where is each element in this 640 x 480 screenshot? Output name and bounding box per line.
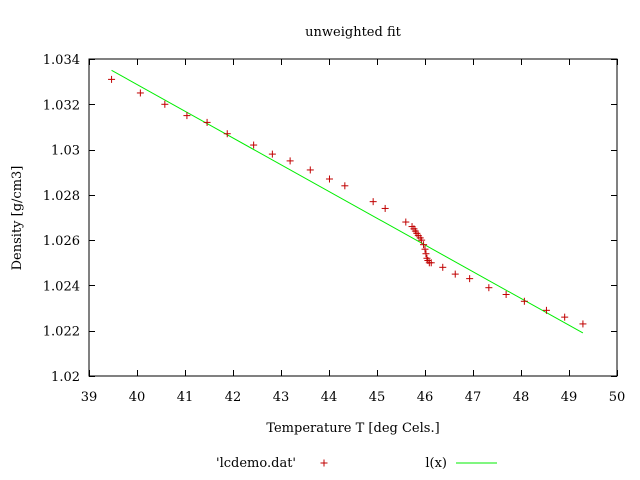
data-point-21 [418, 236, 426, 244]
y-axis-label: Density [g/cm3] [10, 166, 25, 271]
fit-line-series [111, 69, 584, 334]
y-tick-label-5: 1.03 [51, 144, 80, 159]
x-tick-label-11: 50 [609, 390, 626, 405]
data-point-14 [402, 218, 410, 226]
legend-plus-marker [320, 459, 328, 467]
fit-line [111, 69, 584, 334]
data-point-13 [381, 204, 389, 212]
data-point-12 [369, 198, 377, 206]
x-tick-label-9: 48 [513, 390, 530, 405]
x-tick-labels: 39 40 41 42 43 44 45 46 47 48 49 50 [81, 390, 626, 405]
legend-label-fit: l(x) [425, 456, 447, 471]
data-point-3 [183, 112, 191, 120]
x-tick-label-3: 42 [225, 390, 242, 405]
x-tick-label-10: 49 [561, 390, 578, 405]
x-axis-label: Temperature T [deg Cels.] [266, 421, 439, 436]
x-tick-label-4: 43 [273, 390, 290, 405]
data-point-10 [325, 175, 333, 183]
data-point-7 [268, 150, 276, 158]
data-point-31 [466, 275, 474, 283]
x-tick-label-0: 39 [81, 390, 98, 405]
y-tick-label-6: 1.032 [43, 98, 80, 113]
data-point-5 [223, 130, 231, 138]
data-point-37 [579, 320, 587, 328]
data-point-33 [502, 290, 510, 298]
data-point-32 [485, 284, 493, 292]
x-tick-label-1: 40 [129, 390, 146, 405]
y-tick-labels: 1.02 1.022 1.024 1.026 1.028 1.03 1.032 1.034 [43, 53, 80, 385]
data-point-8 [286, 157, 294, 165]
data-point-6 [250, 141, 258, 149]
y-tick-label-2: 1.024 [43, 279, 80, 294]
data-point-22 [420, 241, 428, 249]
data-point-23 [421, 245, 429, 253]
data-point-36 [561, 313, 569, 321]
legend-label-data: 'lcdemo.dat' [216, 456, 296, 471]
data-point-11 [341, 182, 349, 190]
data-points-series [108, 75, 587, 328]
y-tick-label-4: 1.028 [43, 189, 80, 204]
x-tick-label-6: 45 [369, 390, 386, 405]
legend-marker-data [320, 459, 328, 467]
data-point-29 [439, 263, 447, 271]
y-tick-label-0: 1.02 [51, 370, 80, 385]
data-point-9 [306, 166, 314, 174]
data-point-24 [422, 250, 430, 258]
y-tick-label-3: 1.026 [43, 234, 80, 249]
data-point-28 [427, 259, 435, 267]
plot-frame [88, 58, 618, 377]
x-tick-label-8: 47 [465, 390, 482, 405]
data-point-1 [136, 89, 144, 97]
plot-axes [88, 58, 618, 377]
x-tick-label-2: 41 [177, 390, 194, 405]
data-point-4 [203, 118, 211, 126]
data-point-30 [451, 270, 459, 278]
legend: 'lcdemo.dat' l(x) [216, 456, 497, 471]
y-tick-label-1: 1.022 [43, 325, 80, 340]
y-tick-label-7: 1.034 [43, 53, 80, 68]
data-point-0 [108, 75, 116, 83]
x-tick-label-7: 46 [417, 390, 434, 405]
data-point-35 [542, 306, 550, 314]
x-tick-label-5: 44 [321, 390, 338, 405]
chart-title: unweighted fit [305, 25, 401, 40]
data-point-2 [161, 100, 169, 108]
data-point-34 [520, 297, 528, 305]
